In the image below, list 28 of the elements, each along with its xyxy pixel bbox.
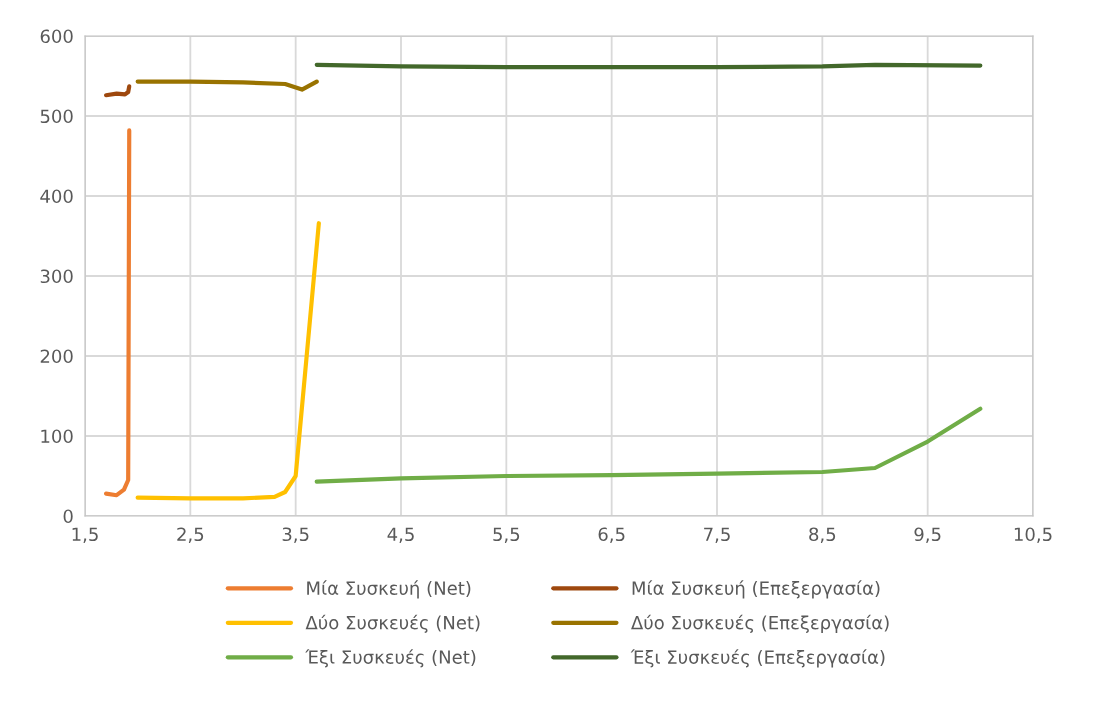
y-tick-label: 600 [40, 29, 73, 44]
y-tick-label: 0 [63, 509, 73, 524]
x-tick-label: 4,5 [387, 527, 414, 543]
line-series [135, 221, 321, 501]
legend-label: Δύο Συσκευές (Επεξεργασία) [631, 614, 889, 633]
legend-label: Μία Συσκευή (Net) [307, 580, 471, 599]
legend-label: Έξι Συσκευές (Επεξεργασία) [630, 649, 885, 668]
y-tick-label: 400 [40, 189, 73, 204]
x-tick-label: 8,5 [809, 527, 836, 543]
y-tick-label: 300 [40, 269, 73, 284]
y-tick-label: 200 [40, 349, 73, 364]
x-tick-label: 5,5 [493, 527, 520, 543]
x-tick-label: 2,5 [177, 527, 204, 543]
x-tick-label: 3,5 [282, 527, 309, 543]
y-tick-label: 500 [40, 109, 73, 124]
line-series [103, 84, 132, 98]
x-tick-label: 7,5 [704, 527, 730, 543]
line-series [314, 406, 983, 484]
legend-label: Μία Συσκευή (Επεξεργασία) [632, 580, 880, 599]
y-tick-label: 100 [41, 429, 73, 444]
x-tick-label: 10,5 [1014, 527, 1052, 543]
x-tick-label: 9,5 [914, 527, 941, 543]
x-tick-label: 1,5 [72, 527, 98, 543]
x-tick-label: 6,5 [598, 527, 625, 543]
line-series [103, 128, 132, 498]
legend-label: Έξι Συσκευές (Net) [305, 649, 476, 668]
legend-label: Δύο Συσκευές (Net) [305, 614, 480, 633]
line-series [135, 79, 319, 92]
